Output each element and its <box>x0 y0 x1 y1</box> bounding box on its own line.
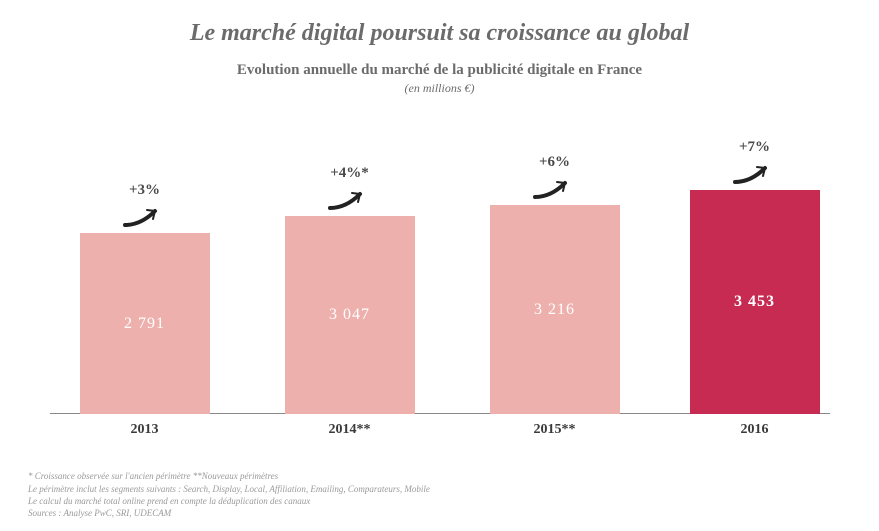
growth-label: +4%* <box>330 165 369 182</box>
bar-chart: +3% 2 791 +4%* 3 047 +6% 3 216 +7% 3 453 <box>50 114 830 414</box>
x-label: 2016 <box>690 422 820 438</box>
bar-value: 3 216 <box>534 301 575 319</box>
page-title: Le marché digital poursuit sa croissance… <box>0 0 879 48</box>
bar-value: 3 047 <box>329 306 370 324</box>
x-axis-labels: 2013 2014** 2015** 2016 <box>50 422 830 442</box>
bar-value: 2 791 <box>124 315 165 333</box>
bar-group: +3% 2 791 <box>80 182 210 414</box>
growth-label: +6% <box>539 154 570 171</box>
growth-label: +7% <box>739 139 770 156</box>
bar: 2 791 <box>80 233 210 414</box>
chart-unit: (en millions €) <box>0 81 879 96</box>
bar-value: 3 453 <box>734 293 775 311</box>
bar: 3 047 <box>285 216 415 414</box>
growth-arrow-icon <box>531 173 579 201</box>
footnote-line: Sources : Analyse PwC, SRI, UDECAM <box>28 507 430 519</box>
chart-subtitle: Evolution annuelle du marché de la publi… <box>0 62 879 79</box>
x-label: 2014** <box>285 422 415 438</box>
bar-group: +6% 3 216 <box>490 154 620 414</box>
growth-arrow-icon <box>121 201 169 229</box>
bar-group: +4%* 3 047 <box>285 165 415 414</box>
growth-label: +3% <box>129 182 160 199</box>
growth-arrow-icon <box>326 184 374 212</box>
bar-group: +7% 3 453 <box>690 139 820 414</box>
bar: 3 453 <box>690 190 820 414</box>
x-label: 2013 <box>80 422 210 438</box>
footnotes: * Croissance observée sur l'ancien périm… <box>28 470 430 519</box>
footnote-line: * Croissance observée sur l'ancien périm… <box>28 470 430 482</box>
footnote-line: Le périmètre inclut les segments suivant… <box>28 483 430 495</box>
growth-arrow-icon <box>731 158 779 186</box>
x-label: 2015** <box>490 422 620 438</box>
footnote-line: Le calcul du marché total online prend e… <box>28 495 430 507</box>
bar: 3 216 <box>490 205 620 414</box>
